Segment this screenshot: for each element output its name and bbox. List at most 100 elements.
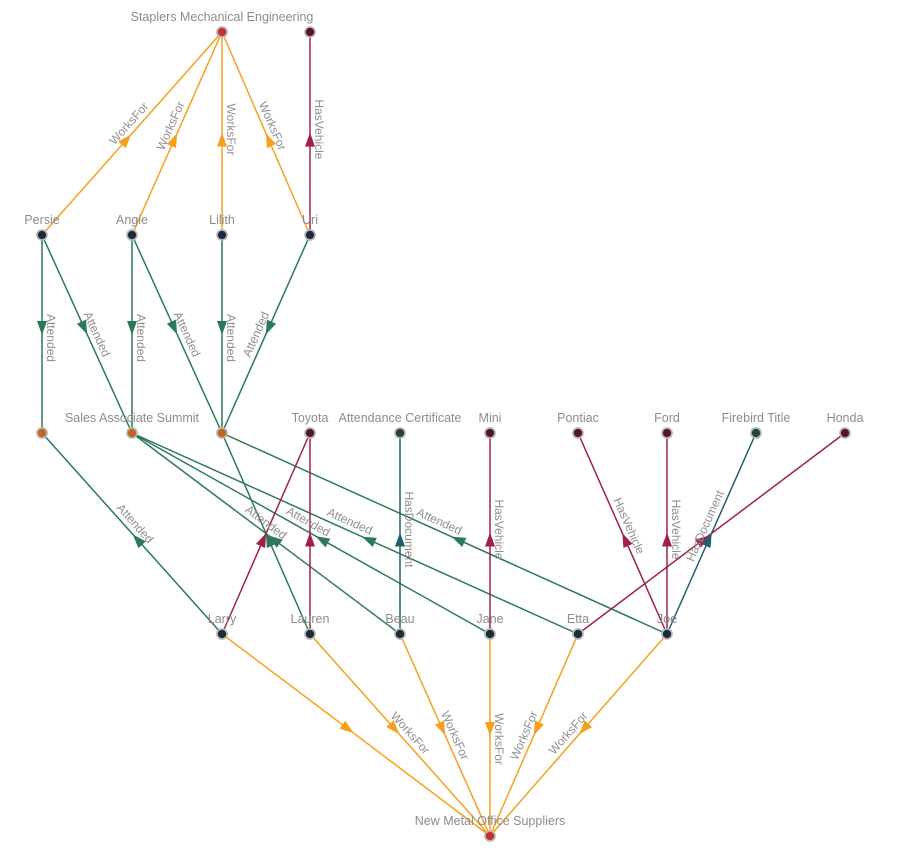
edge-persie-WorksFor-staplers[interactable]: [41, 31, 223, 236]
arrowhead-attended-icon: [315, 536, 331, 548]
edge-jane-Attended-summit[interactable]: [131, 432, 491, 635]
edge-label-attended: Attended: [81, 309, 114, 359]
arrowhead-worksfor-icon: [579, 720, 593, 735]
edge-label-attended: Attended: [171, 309, 204, 359]
node-firebird[interactable]: [750, 427, 762, 439]
arrowhead-attended-icon: [37, 321, 47, 336]
node-pontiac[interactable]: [572, 427, 584, 439]
arrowhead-attended-icon: [268, 535, 283, 548]
edge-label-hasdocument: HasDocument: [683, 488, 727, 564]
node-vehicle-1[interactable]: [304, 26, 316, 38]
node-honda[interactable]: [839, 427, 851, 439]
edge-label-hasvehicle: HasVehicle: [669, 499, 683, 559]
arrowhead-attended-icon: [127, 321, 137, 336]
edge-joe-Attended-event-3[interactable]: [221, 432, 668, 635]
edge-label-hasvehicle: HasVehicle: [492, 499, 506, 559]
edge-label-worksfor: WorksFor: [106, 99, 151, 147]
node-mini[interactable]: [484, 427, 496, 439]
edge-label-worksfor: WorksFor: [507, 709, 541, 762]
edge-label-attended: Attended: [325, 505, 375, 538]
edge-labels-layer: WorksFor WorksFor WorksFor WorksForWorksFor…: [44, 99, 727, 765]
edge-label-attended: Attended: [224, 314, 238, 362]
node-label-staplers: Staplers Mechanical Engineering: [131, 10, 314, 24]
node-label-att-cert: Attendance Certificate: [339, 411, 462, 425]
node-persie[interactable]: [36, 229, 48, 241]
node-staplers[interactable]: [216, 26, 228, 38]
node-label-nmos: New Metal Office Suppliers: [415, 814, 566, 828]
arrowhead-worksfor-icon: [166, 133, 178, 149]
arrowhead-hasvehicle-icon: [622, 533, 633, 548]
node-label-joe: Joe: [657, 612, 677, 626]
node-label-summit: Sales Associate Summit: [65, 411, 200, 425]
node-uri[interactable]: [304, 229, 316, 241]
edge-larry-WorksFor-nmos[interactable]: [221, 633, 491, 837]
node-label-mini: Mini: [479, 411, 502, 425]
node-jane[interactable]: [484, 628, 496, 640]
node-nmos[interactable]: [484, 830, 496, 842]
node-label-pontiac: Pontiac: [557, 411, 599, 425]
node-labels-layer: Staplers Mechanical Engineering Persie Ang…: [24, 10, 863, 828]
node-att-cert[interactable]: [394, 427, 406, 439]
edge-lauren-WorksFor-nmos[interactable]: [309, 633, 491, 837]
node-lauren[interactable]: [304, 628, 316, 640]
edge-larry-Attended-event-1[interactable]: [41, 432, 223, 635]
nodes-layer: [36, 26, 851, 842]
edge-label-hasvehicle: HasVehicle: [312, 99, 326, 159]
node-event-3[interactable]: [216, 427, 228, 439]
node-label-angie: Angie: [116, 213, 148, 227]
arrowhead-worksfor-icon: [118, 134, 132, 149]
arrowhead-hasvehicle-icon: [662, 532, 672, 547]
node-etta[interactable]: [572, 628, 584, 640]
node-label-larry: Larry: [208, 612, 237, 626]
node-toyota[interactable]: [304, 427, 316, 439]
edges-layer: [37, 31, 846, 837]
node-label-firebird: Firebird Title: [722, 411, 791, 425]
edge-label-worksfor: WorksFor: [492, 713, 506, 765]
node-angie[interactable]: [126, 229, 138, 241]
arrowhead-worksfor-icon: [265, 133, 277, 149]
node-label-etta: Etta: [567, 612, 589, 626]
arrowhead-worksfor-icon: [386, 720, 400, 735]
edge-label-worksfor: WorksFor: [224, 104, 238, 156]
arrowhead-attended-icon: [265, 533, 277, 548]
arrowhead-worksfor-icon: [533, 720, 545, 736]
arrowhead-hasdocument-icon: [701, 533, 712, 548]
arrowhead-attended-icon: [166, 319, 178, 335]
arrowhead-attended-icon: [451, 536, 467, 547]
arrowhead-attended-icon: [132, 534, 146, 549]
arrowhead-hasvehicle-icon: [305, 532, 315, 547]
edge-label-attended: Attended: [240, 310, 272, 360]
arrowhead-worksfor-icon: [434, 720, 446, 736]
node-label-ford: Ford: [654, 411, 680, 425]
node-label-toyota: Toyota: [292, 411, 329, 425]
node-label-lauren: Lauren: [291, 612, 330, 626]
arrowhead-hasvehicle-icon: [305, 132, 315, 147]
arrowhead-worksfor-icon: [339, 720, 354, 734]
node-lilith[interactable]: [216, 229, 228, 241]
arrowhead-hasvehicle-icon: [694, 535, 710, 548]
node-label-lilith: Lilith: [209, 213, 235, 227]
edge-joe-WorksFor-nmos[interactable]: [489, 633, 668, 837]
node-label-beau: Beau: [385, 612, 414, 626]
node-joe[interactable]: [661, 628, 673, 640]
node-summit[interactable]: [126, 427, 138, 439]
edge-label-hasdocument: HasDocument: [402, 491, 416, 568]
node-larry[interactable]: [216, 628, 228, 640]
edge-label-worksfor: WorksFor: [546, 709, 591, 757]
arrowhead-attended-icon: [265, 319, 277, 335]
arrowhead-attended-icon: [217, 321, 227, 336]
edge-etta-Attended-summit[interactable]: [131, 432, 579, 635]
node-beau[interactable]: [394, 628, 406, 640]
node-label-honda: Honda: [827, 411, 864, 425]
arrowhead-worksfor-icon: [485, 721, 495, 736]
arrowhead-hasvehicle-icon: [255, 533, 267, 548]
edge-label-attended: Attended: [415, 505, 465, 538]
node-label-uri: Uri: [302, 213, 318, 227]
edge-label-worksfor: WorksFor: [438, 709, 472, 762]
edge-label-attended: Attended: [44, 314, 58, 362]
node-label-persie: Persie: [24, 213, 59, 227]
node-ford[interactable]: [661, 427, 673, 439]
node-event-1[interactable]: [36, 427, 48, 439]
